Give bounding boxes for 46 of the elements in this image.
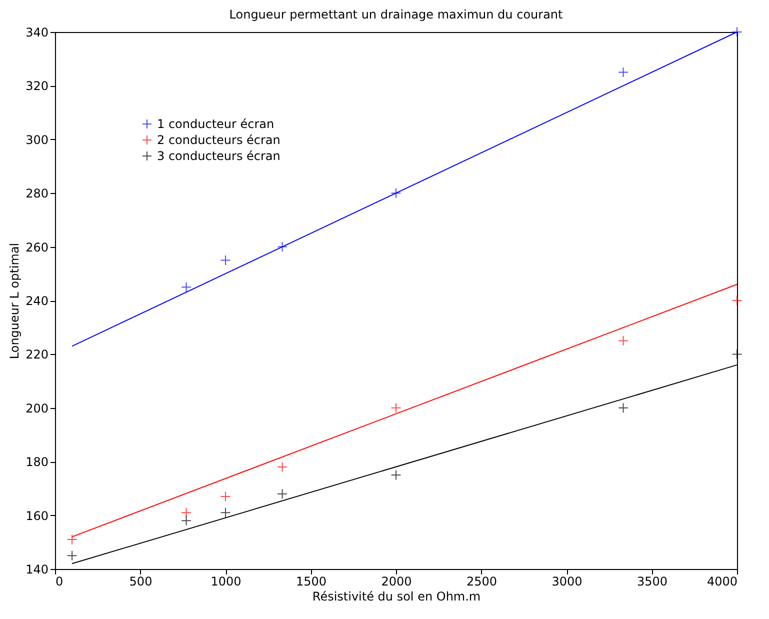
x-tick-label: 2000 [381, 574, 412, 588]
point [732, 348, 742, 360]
y-axis-title: Longueur L optimal [8, 242, 22, 360]
point [220, 491, 231, 502]
y-tick-label: 300 [26, 132, 48, 147]
y-tick-label: 180 [26, 455, 48, 470]
y-tick-label: 220 [26, 348, 48, 362]
point [220, 254, 231, 266]
point [390, 402, 402, 414]
legend-label: 2 conducteurs écran [157, 133, 280, 147]
point [390, 470, 402, 480]
x-tick-label: 4000 [706, 574, 738, 588]
y-tick-label: 240 [26, 294, 48, 308]
y-tick-label: 320 [26, 79, 48, 94]
point [66, 550, 78, 561]
point [618, 336, 629, 346]
point [181, 515, 192, 526]
legend-label: 3 conducteurs écran [157, 149, 280, 163]
x-tick-label: 0 [56, 574, 64, 588]
y-tick-label: 280 [26, 186, 48, 201]
point [66, 534, 78, 545]
point [618, 402, 629, 414]
point [181, 507, 192, 518]
point [277, 242, 288, 252]
x-tick-label: 3500 [636, 574, 668, 588]
point [732, 295, 742, 306]
chart-title: Longueur permettant un drainage maximun du courant [229, 7, 564, 22]
point [732, 26, 742, 38]
point [181, 282, 192, 292]
point [277, 462, 288, 472]
x-tick-label: 1500 [296, 574, 327, 588]
x-tick-label: 3000 [552, 574, 582, 588]
y-tick-label: 200 [26, 401, 48, 416]
y-tick-label: 160 [26, 508, 48, 523]
point [618, 67, 629, 78]
x-tick-label: 2500 [466, 574, 498, 588]
point [220, 507, 231, 518]
y-tick-label: 340 [26, 26, 48, 40]
legend-label: 1 conducteur écran [157, 117, 274, 131]
x-axis-title: Résistivité du sol en Ohm.m [312, 590, 481, 604]
point [277, 488, 288, 500]
y-tick-label: 260 [26, 240, 48, 254]
x-tick-label: 1000 [210, 574, 242, 588]
x-tick-label: 500 [129, 574, 152, 588]
point [390, 188, 402, 198]
y-tick-label: 140 [26, 562, 48, 576]
